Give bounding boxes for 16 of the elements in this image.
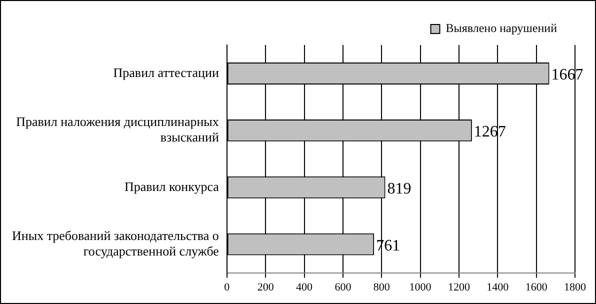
x-tick-label: 200 (257, 281, 274, 294)
x-tick-label: 0 (224, 281, 230, 294)
x-tick-label: 800 (373, 281, 390, 294)
x-tick-label: 1400 (486, 281, 510, 294)
legend-label: Выявлено нарушений (446, 21, 558, 36)
y-tick-label: Правил наложения дисциплинарных взысканий (16, 114, 220, 145)
data-label: 819 (387, 180, 412, 198)
y-tick-label: Правил аттестации (113, 64, 219, 80)
y-tick-label: Правил конкурса (124, 178, 220, 194)
y-tick-label: Иных требований законодательства о государственной службе (12, 228, 220, 259)
x-tick-label: 600 (334, 281, 352, 294)
x-tick-label: 1600 (525, 281, 548, 294)
x-tick-label: 1000 (409, 281, 432, 294)
x-tick-label: 1200 (448, 281, 470, 294)
x-tick-label: 1800 (564, 281, 586, 294)
x-tick-label: 400 (296, 281, 314, 294)
